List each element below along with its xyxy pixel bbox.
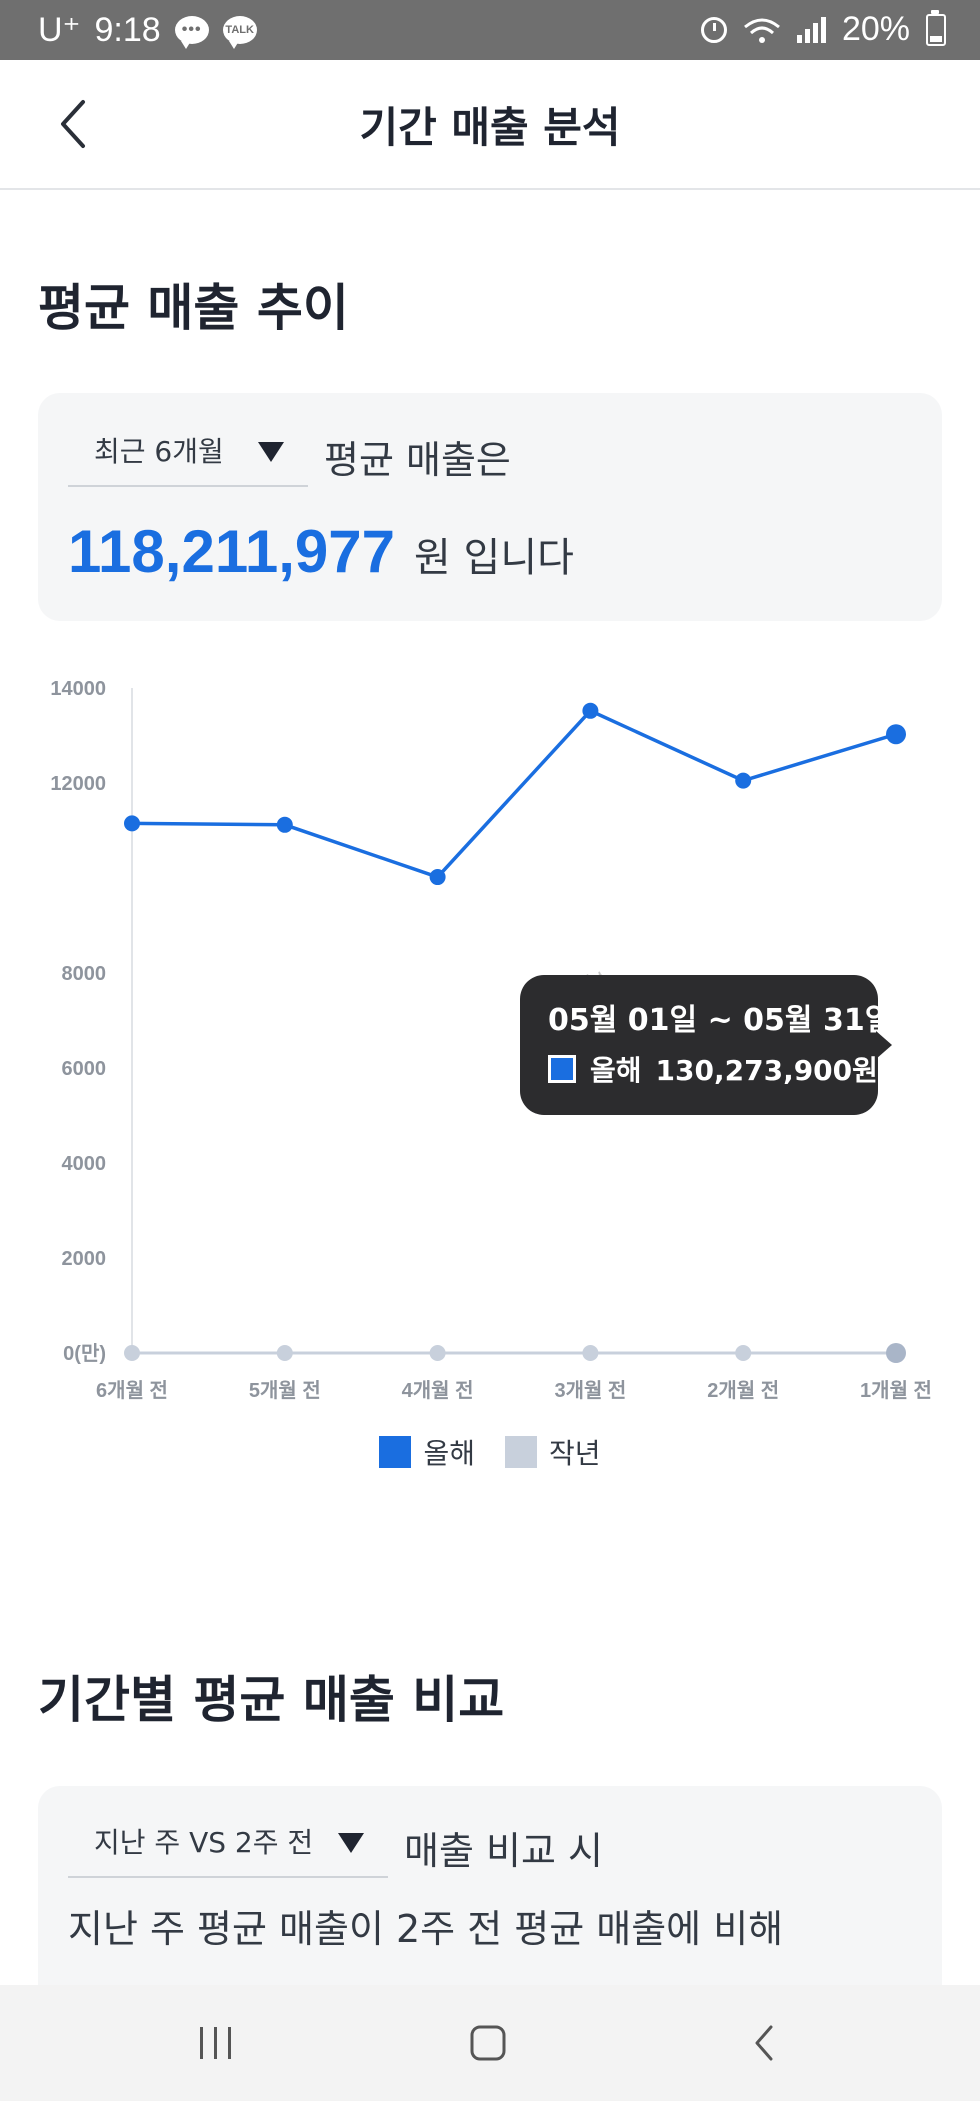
carrier-label: U⁺: [38, 11, 81, 49]
x-tick-label: 4개월 전: [402, 1379, 474, 1402]
trend-summary-card: 최근 6개월 평균 매출은 118,211,977 원 입니다: [38, 393, 942, 621]
compare-body-text: 지난 주 평균 매출이 2주 전 평균 매출에 비해: [68, 1907, 784, 1951]
legend-label-last-year: 작년: [549, 1437, 601, 1470]
data-point-this-year: [582, 702, 599, 719]
battery-icon: [926, 9, 946, 46]
status-time: 9:18: [94, 10, 161, 49]
tooltip-value: 130,273,900원: [655, 1054, 878, 1087]
legend-item-this-year[interactable]: 올해: [379, 1432, 475, 1472]
average-sales-amount: 118,211,977: [68, 518, 396, 585]
x-tick-label: 3개월 전: [554, 1379, 626, 1402]
app-bar: 기간 매출 분석: [0, 60, 980, 190]
status-bar: U⁺ 9:18 ••• TALK 20%: [0, 0, 980, 60]
page-title: 기간 매출 분석: [359, 103, 621, 152]
data-point-this-year: [124, 815, 140, 832]
battery-percent: 20%: [841, 10, 910, 48]
tooltip-swatch: [548, 1055, 576, 1083]
sales-trend-chart: 14000 12000 8000 6000 4000 2000 0(만) 6개월 전 5개월 …: [50, 678, 932, 1402]
y-tick-label: 14000: [50, 678, 106, 700]
signal-icon: [796, 16, 826, 43]
chart-legend: 올해 작년: [0, 1432, 980, 1472]
series-line-this-year: [131, 708, 897, 880]
compare-section-title: 기간별 평균 매출 비교: [38, 1671, 505, 1729]
recent-apps-button[interactable]: [176, 2015, 256, 2071]
tooltip-series-name: 올해: [590, 1054, 642, 1087]
tooltip-range: 05월 01일 ~ 05월 31일: [548, 1003, 893, 1038]
y-tick-label: 8000: [62, 963, 107, 985]
data-point-this-year: [429, 869, 446, 886]
y-tick-label: 6000: [62, 1058, 107, 1080]
y-tick-label: 2000: [62, 1248, 107, 1270]
recent-apps-icon: [200, 2027, 231, 2059]
data-point-last-year: [735, 1345, 752, 1361]
message-icon: •••: [174, 16, 209, 49]
legend-swatch-last-year: [505, 1436, 537, 1468]
wifi-icon: [743, 18, 780, 43]
chevron-left-icon: [61, 100, 85, 148]
system-back-button[interactable]: [724, 2015, 804, 2071]
kakaotalk-icon: TALK: [222, 16, 257, 49]
home-icon: [470, 2025, 506, 2061]
x-tick-label: 6개월 전: [96, 1379, 168, 1402]
compare-period-select[interactable]: 지난 주 VS 2주 전: [68, 1806, 388, 1878]
x-tick-label: 1개월 전: [860, 1379, 932, 1402]
data-point-this-year: [886, 724, 906, 745]
legend-item-last-year[interactable]: 작년: [505, 1432, 601, 1472]
trend-section-title: 평균 매출 추이: [38, 279, 349, 337]
data-point-last-year: [276, 1345, 293, 1361]
y-tick-label: 4000: [62, 1153, 107, 1175]
back-button[interactable]: [42, 94, 102, 154]
amount-unit-text: 원 입니다: [414, 535, 574, 581]
compare-period-select-value: 지난 주 VS 2주 전: [94, 1826, 314, 1859]
legend-label-this-year: 올해: [423, 1437, 475, 1470]
data-point-last-year: [886, 1343, 906, 1363]
legend-swatch-this-year: [379, 1436, 412, 1468]
data-point-this-year: [276, 816, 293, 833]
x-tick-label: 2개월 전: [707, 1379, 779, 1402]
data-point-last-year: [582, 1345, 599, 1361]
period-select[interactable]: 최근 6개월: [68, 415, 308, 487]
data-point-last-year: [124, 1345, 140, 1361]
tooltip-row: 올해 130,273,900원: [548, 1049, 878, 1089]
y-tick-label: 12000: [50, 773, 106, 795]
chart-tooltip: 05월 01일 ~ 05월 31일 올해 130,273,900원: [520, 975, 892, 1115]
x-tick-label: 5개월 전: [249, 1379, 321, 1402]
data-point-last-year: [429, 1345, 446, 1361]
period-select-value: 최근 6개월: [94, 435, 224, 468]
y-tick-label: 0(만): [63, 1342, 106, 1365]
compare-lead-text: 매출 비교 시: [404, 1829, 603, 1873]
home-button[interactable]: [448, 2015, 528, 2071]
alarm-icon: [700, 16, 727, 43]
data-point-this-year: [735, 772, 752, 789]
caret-down-icon: [338, 1833, 364, 1853]
system-nav-bar: [0, 1985, 980, 2101]
back-arrow-icon: [755, 2025, 773, 2061]
caret-down-icon: [258, 442, 284, 462]
trend-lead-text: 평균 매출은: [324, 438, 511, 482]
